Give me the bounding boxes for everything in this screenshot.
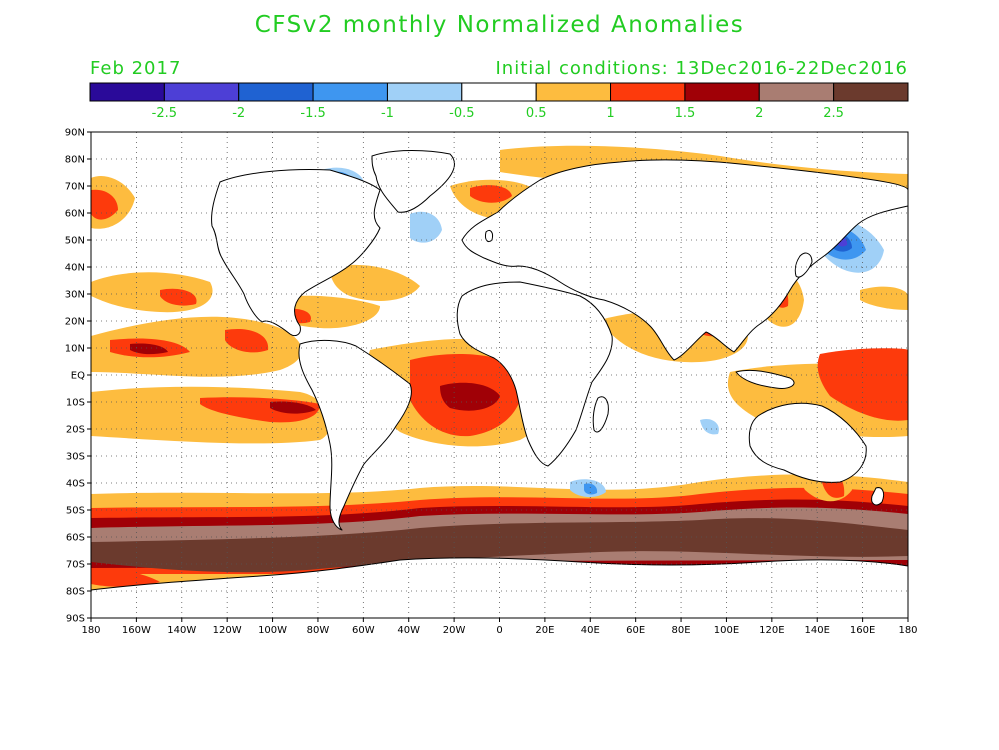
lon-tick-label: 180 [898,625,917,636]
lat-tick-label: 30N [65,290,85,301]
lon-tick-label: 40E [581,625,600,636]
lon-tick-label: 120W [213,625,242,636]
lon-tick-label: 160W [122,625,151,636]
lat-tick-label: 40S [66,479,85,490]
lon-tick-label: 140E [805,625,830,636]
lon-tick-label: 120E [759,625,784,636]
lon-tick-label: 140W [167,625,196,636]
lat-tick-label: 30S [66,452,85,463]
lon-tick-label: 180 [81,625,100,636]
lat-tick-label: 20S [66,425,85,436]
southern-ocean-band-brown [91,518,908,573]
indonesia [735,369,795,389]
colorbar-swatch [461,82,537,102]
lon-tick-label: 0 [496,625,502,636]
lat-tick-label: 80S [66,587,85,598]
colorbar-label: 1.5 [675,106,696,121]
colorbar-label: -1.5 [300,106,325,121]
colorbar-swatch [610,82,686,102]
colorbar-label: 2 [755,106,763,121]
lon-tick-label: 20E [535,625,554,636]
colorbar-label: 2.5 [823,106,844,121]
lat-tick-label: 90N [65,128,85,139]
map-area [91,132,908,618]
forecast-month: Feb 2017 [90,58,182,79]
lat-tick-label: 80N [65,155,85,166]
colorbar-swatch [684,82,760,102]
africa [456,281,613,467]
japan [794,252,813,278]
initial-conditions: Initial conditions: 13Dec2016-22Dec2016 [495,58,908,79]
colorbar-label: -2.5 [152,106,177,121]
lon-tick-label: 160E [850,625,875,636]
colorbar [89,82,909,102]
lon-tick-label: 80W [307,625,330,636]
eurasia [461,159,908,361]
lon-tick-label: 80E [672,625,691,636]
greenland [371,150,455,213]
south-america [298,339,412,531]
lon-tick-label: 40W [397,625,420,636]
lat-tick-label: 50S [66,506,85,517]
madagascar [592,396,609,433]
lat-tick-label: 10S [66,398,85,409]
lon-tick-label: 60W [352,625,375,636]
colorbar-swatch [758,82,835,102]
coastlines [91,150,908,618]
colorbar-label: 1 [606,106,614,121]
lat-tick-label: 60S [66,533,85,544]
colorbar-swatch [89,82,165,102]
colorbar-swatch [535,82,612,102]
australia [748,402,867,483]
colorbar-swatch [833,82,909,102]
lat-tick-label: 70N [65,182,85,193]
chart-title: CFSv2 monthly Normalized Anomalies [254,12,745,38]
lat-tick-label: 50N [65,236,85,247]
colorbar-swatch [386,82,463,102]
colorbar-swatch [163,82,240,102]
colorbar-labels: -2.5 -2 -1.5 -1 -0.5 0.5 1 1.5 2 2.5 [152,106,844,121]
lat-tick-label: 10N [65,344,85,355]
colorbar-swatch [238,82,314,102]
axis-ticks [87,131,909,622]
colorbar-label: 0.5 [526,106,547,121]
colorbar-label: -1 [381,106,394,121]
lat-tick-label: 90S [66,614,85,625]
lat-tick-label: 60N [65,209,85,220]
anomaly-fields [91,145,908,618]
new-zealand [871,487,885,506]
lon-tick-label: 100E [714,625,739,636]
lat-tick-label: 20N [65,317,85,328]
lat-tick-label: 40N [65,263,85,274]
lon-tick-label: 60E [626,625,645,636]
latitude-labels: 90N 80N 70N 60N 50N 40N 30N 20N 10N EQ 10S 20S 30S 40… [65,128,85,625]
lon-tick-label: 100W [258,625,287,636]
lon-tick-label: 20W [443,625,466,636]
lat-tick-label: 70S [66,560,85,571]
longitude-labels: 180 160W 140W 120W 100W 80W 60W 40W 20W 0 20E 40E 60… [81,625,917,636]
colorbar-swatch [312,82,388,102]
north-america [211,169,381,337]
lat-tick-label: EQ [71,371,85,382]
map-grid [91,132,908,618]
colorbar-label: -0.5 [449,106,474,121]
colorbar-label: -2 [232,106,245,121]
